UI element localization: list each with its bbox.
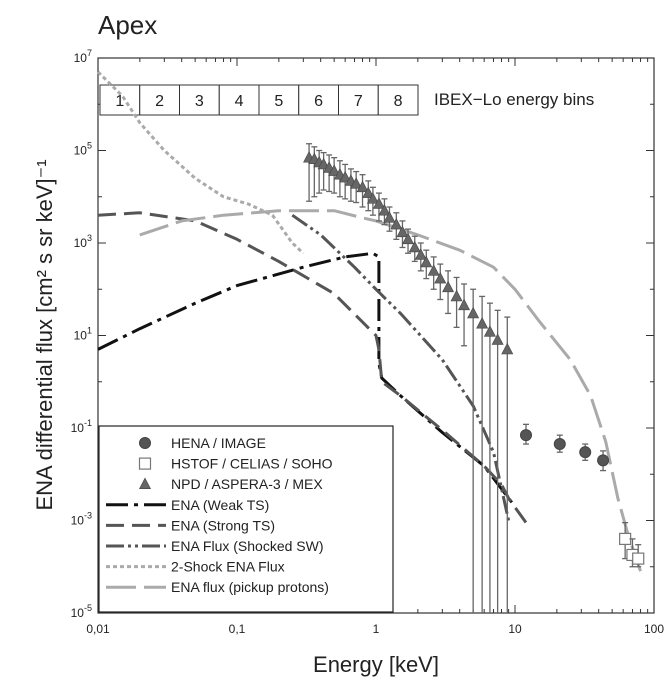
energy-bin-label: 3 [195,93,204,110]
marker-series [303,143,645,613]
data-point-2 [501,342,514,355]
y-tick-exponent: -5 [84,603,92,613]
data-point-2 [434,271,447,284]
x-axis-label: Energy [keV] [313,652,439,677]
y-tick-base: 10 [74,236,88,250]
y-tick-label: 10-3 [71,511,92,528]
data-point-2 [450,289,463,302]
data-point-2 [378,204,391,216]
y-tick-base: 10 [71,606,85,620]
y-tick-base: 10 [71,421,85,435]
legend-swatch [139,437,151,449]
data-point-2 [339,170,352,183]
data-point-2 [408,240,421,253]
energy-bin-box [338,84,379,116]
energy-bin-boxes: 1 2 3 4 5 6 7 8 [99,84,419,116]
legend-label: ENA flux (pickup protons) [171,579,329,595]
energy-bin-box [139,84,180,116]
energy-bin-label: 1 [115,93,124,110]
x-tick-label: 1 [373,622,380,636]
data-point-0 [520,429,533,442]
data-point-2 [383,211,396,223]
data-point-2 [402,232,415,245]
y-tick-label: 107 [74,48,92,65]
data-point-2 [427,264,440,276]
data-point-2 [328,164,341,176]
data-point-2 [396,225,409,238]
legend-box [98,425,394,613]
data-point-2 [458,298,471,311]
x-tick-label: 10 [508,622,522,636]
y-tick-exponent: 7 [87,48,92,58]
energy-bin-label: 8 [394,93,403,110]
legend-swatch [139,477,151,489]
energy-bin-label: 7 [354,93,363,110]
data-point-0 [579,446,592,459]
data-point-0 [553,438,566,451]
energy-bin-label: 2 [155,93,164,110]
data-point-2 [483,325,496,337]
y-tick-exponent: 5 [87,141,92,151]
data-point-2 [356,180,369,193]
energy-bin-label: 6 [314,93,323,110]
energy-bin-label: 4 [235,93,244,110]
data-point-2 [414,248,427,260]
legend-label: NPD / ASPERA-3 / MEX [171,476,323,492]
x-tick-label: 100 [644,622,664,636]
energy-bins-label: IBEX−Lo energy bins [434,90,594,109]
data-point-2 [317,157,330,170]
legend-label: ENA Flux (Shocked SW) [171,538,324,554]
data-point-0 [597,454,610,467]
data-point-2 [350,177,363,189]
energy-bin-box [298,84,339,116]
data-point-2 [362,186,375,198]
y-tick-exponent: -1 [84,418,92,428]
data-point-1 [619,532,632,546]
legend-label: HSTOF / CELIAS / SOHO [171,456,333,472]
y-tick-base: 10 [71,514,85,528]
legend-label: 2-Shock ENA Flux [171,559,285,575]
energy-bin-box [377,84,419,116]
series-line-2 [291,213,511,521]
data-point-2 [491,333,504,345]
y-tick-label: 101 [74,326,92,343]
series-lines [96,70,642,572]
data-point-1 [632,552,645,565]
y-tick-label: 105 [74,141,92,158]
data-point-2 [442,280,455,293]
data-point-2 [366,192,379,204]
y-tick-base: 10 [74,144,88,158]
y-tick-label: 10-1 [71,418,92,435]
y-tick-label: 10-5 [71,603,92,620]
series-line-4 [139,209,642,572]
energy-bin-label: 5 [274,93,283,110]
y-tick-exponent: 1 [87,326,92,336]
y-tick-base: 10 [74,51,88,65]
legend-label: ENA (Strong TS) [171,517,275,533]
y-tick-exponent: -3 [84,511,92,521]
data-point-2 [476,317,489,329]
y-tick-label: 103 [74,233,92,250]
data-point-2 [372,197,385,209]
legend-swatch [138,457,152,470]
x-tick-label: 0,1 [229,622,246,636]
x-tick-label: 0,01 [86,622,110,636]
data-point-2 [420,255,433,268]
legend-label: HENA / IMAGE [171,435,266,451]
energy-bin-box [218,84,260,116]
y-tick-exponent: 3 [87,233,92,243]
y-axis-label: ENA differential flux [cm² s sr keV]⁻¹ [32,159,57,510]
series-line-1 [97,211,528,524]
series-line-0 [97,251,517,508]
series-line-3 [96,70,305,255]
legend-label: ENA (Weak TS) [171,497,269,513]
data-point-2 [467,306,480,319]
chart-title: Apex [98,10,157,40]
legend: HENA / IMAGE HSTOF / CELIAS / SOHO NPD / A… [98,425,394,613]
y-tick-base: 10 [74,329,88,343]
data-point-2 [390,217,403,230]
